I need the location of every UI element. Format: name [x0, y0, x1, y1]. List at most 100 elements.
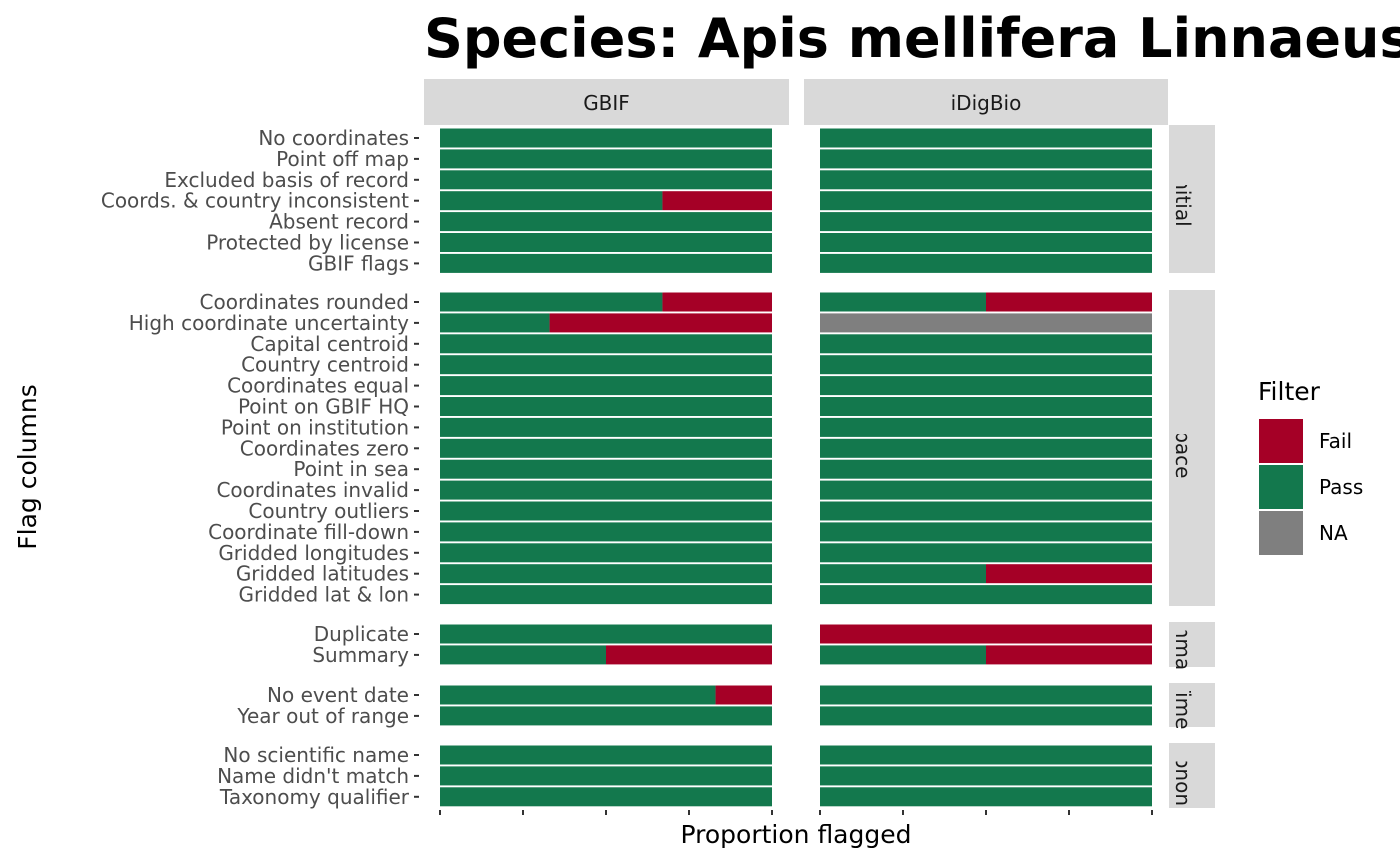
bar-gbif-year-out-of-range-pass — [440, 706, 772, 726]
bar-gbif-taxonomy-qualifier-pass — [440, 787, 772, 807]
facet-row-strips: Initial Space mma Time xonon — [1169, 125, 1215, 808]
bar-gbif-summary-pass — [440, 645, 606, 665]
bar-gbif-coordinates-invalid-pass — [440, 480, 772, 500]
bar-idigbio-coordinates-rounded-fail — [986, 292, 1152, 312]
bar-gbif-country-centroid-pass — [440, 355, 772, 375]
y-tick-label-country-outliers: Country outliers — [248, 499, 409, 523]
bar-idigbio-duplicate-fail — [820, 624, 1152, 644]
y-tick-label-excluded-basis-of-record: Excluded basis of record — [164, 168, 409, 192]
bar-idigbio-absent-record-pass — [820, 212, 1152, 232]
y-tick-label-protected-by-license: Protected by license — [206, 231, 409, 255]
legend-label-na: NA — [1319, 521, 1348, 545]
bar-gbif-coords-country-inconsistent-fail — [662, 191, 772, 211]
bar-gbif-no-event-date-fail — [715, 685, 772, 705]
bar-gbif-no-scientific-name-pass — [440, 745, 772, 765]
bar-gbif-high-coordinate-uncertainty-pass — [440, 313, 550, 333]
bar-gbif-duplicate-pass — [440, 624, 772, 644]
y-tick-label-summary: Summary — [312, 643, 409, 667]
strip-label-summary: mma — [1171, 619, 1195, 670]
bar-idigbio-summary-pass — [820, 645, 986, 665]
y-tick-label-no-event-date: No event date — [267, 683, 409, 707]
bar-idigbio-no-event-date-pass — [820, 685, 1152, 705]
bar-gbif-country-outliers-pass — [440, 501, 772, 521]
bar-idigbio-coordinates-rounded-pass — [820, 292, 986, 312]
bar-gbif-coordinates-equal-pass — [440, 376, 772, 396]
bars — [440, 128, 1152, 807]
strip-label-time: Time — [1171, 680, 1195, 730]
bar-idigbio-gridded-latitudes-pass — [820, 564, 986, 584]
bar-gbif-gridded-latitudes-pass — [440, 564, 772, 584]
bar-idigbio-point-on-gbif-hq-pass — [820, 397, 1152, 416]
strip-initial-background — [1169, 125, 1215, 273]
legend-label-pass: Pass — [1319, 475, 1363, 499]
strip-taxonomy-background — [1169, 743, 1215, 808]
bar-gbif-coords-country-inconsistent-pass — [440, 191, 663, 211]
legend-label-fail: Fail — [1319, 429, 1352, 453]
bar-gbif-coordinate-fill-down-pass — [440, 522, 772, 542]
bar-gbif-capital-centroid-pass — [440, 334, 772, 354]
bar-idigbio-coordinates-invalid-pass — [820, 480, 1152, 500]
bar-idigbio-gbif-flags-pass — [820, 253, 1152, 273]
bar-gbif-gridded-lat-lon-pass — [440, 585, 772, 605]
y-tick-label-point-on-institution: Point on institution — [221, 415, 409, 439]
bar-idigbio-coords-country-inconsistent-pass — [820, 191, 1152, 211]
y-tick-label-coordinates-invalid: Coordinates invalid — [216, 478, 409, 502]
bar-idigbio-point-off-map-pass — [820, 149, 1152, 169]
y-tick-label-point-off-map: Point off map — [276, 147, 409, 171]
x-axis-ticks — [439, 810, 1153, 815]
legend-key-fail — [1259, 419, 1303, 463]
facet-column-strips: GBIF iDigBio — [424, 79, 1168, 125]
bar-gbif-name-didn-t-match-pass — [440, 766, 772, 786]
y-axis-title: Flag columns — [13, 384, 42, 550]
bar-idigbio-gridded-lat-lon-pass — [820, 585, 1152, 605]
bar-idigbio-coordinate-fill-down-pass — [820, 522, 1152, 542]
bar-idigbio-coordinates-equal-pass — [820, 376, 1152, 396]
bar-idigbio-country-centroid-pass — [820, 355, 1152, 375]
y-tick-label-year-out-of-range: Year out of range — [236, 704, 409, 728]
y-tick-label-absent-record: Absent record — [269, 210, 409, 234]
strip-label-taxonomy: xonon — [1171, 745, 1195, 806]
y-tick-label-point-in-sea: Point in sea — [293, 457, 409, 481]
legend-key-na — [1259, 511, 1303, 555]
chart-title: Species: Apis mellifera Linnaeus — [424, 7, 1400, 70]
bar-idigbio-taxonomy-qualifier-pass — [820, 787, 1152, 807]
y-tick-label-gridded-latitudes: Gridded latitudes — [236, 562, 409, 586]
strip-label-gbif: GBIF — [583, 91, 630, 115]
bar-idigbio-point-in-sea-pass — [820, 459, 1152, 479]
legend-title: Filter — [1258, 377, 1321, 406]
y-tick-label-gridded-lat-lon: Gridded lat & lon — [239, 583, 409, 607]
bar-idigbio-protected-by-license-pass — [820, 233, 1152, 252]
y-tick-label-no-coordinates: No coordinates — [258, 126, 409, 150]
bar-idigbio-excluded-basis-of-record-pass — [820, 170, 1152, 190]
y-tick-label-capital-centroid: Capital centroid — [250, 332, 409, 356]
bar-idigbio-gridded-latitudes-fail — [986, 564, 1152, 584]
y-tick-label-country-centroid: Country centroid — [241, 353, 409, 377]
y-tick-label-coordinates-zero: Coordinates zero — [240, 436, 409, 460]
y-tick-label-coordinate-fill-down: Coordinate fill-down — [208, 520, 409, 544]
strip-space-background — [1169, 290, 1215, 606]
y-tick-label-duplicate: Duplicate — [314, 622, 409, 646]
bar-gbif-gridded-longitudes-pass — [440, 543, 772, 563]
strip-label-idigbio: iDigBio — [951, 91, 1022, 115]
strip-gbif-background — [424, 79, 789, 125]
bar-idigbio-country-outliers-pass — [820, 501, 1152, 521]
bar-gbif-point-on-gbif-hq-pass — [440, 397, 772, 416]
bar-idigbio-no-coordinates-pass — [820, 128, 1152, 148]
legend-key-pass — [1259, 465, 1303, 509]
bar-gbif-point-in-sea-pass — [440, 459, 772, 479]
bar-idigbio-name-didn-t-match-pass — [820, 766, 1152, 786]
y-tick-label-coords-country-inconsistent: Coords. & country inconsistent — [101, 189, 409, 213]
y-tick-label-taxonomy-qualifier: Taxonomy qualifier — [219, 785, 410, 809]
y-tick-label-gbif-flags: GBIF flags — [308, 251, 409, 275]
strip-time-background — [1169, 683, 1215, 727]
y-tick-label-coordinates-equal: Coordinates equal — [227, 374, 409, 398]
bar-idigbio-year-out-of-range-pass — [820, 706, 1152, 726]
strip-summary-background — [1169, 622, 1215, 667]
y-tick-label-high-coordinate-uncertainty: High coordinate uncertainty — [129, 311, 409, 335]
y-tick-label-name-didn-t-match: Name didn't match — [217, 764, 409, 788]
bar-gbif-coordinates-rounded-pass — [440, 292, 663, 312]
bar-gbif-coordinates-zero-pass — [440, 438, 772, 458]
bar-gbif-no-event-date-pass — [440, 685, 716, 705]
